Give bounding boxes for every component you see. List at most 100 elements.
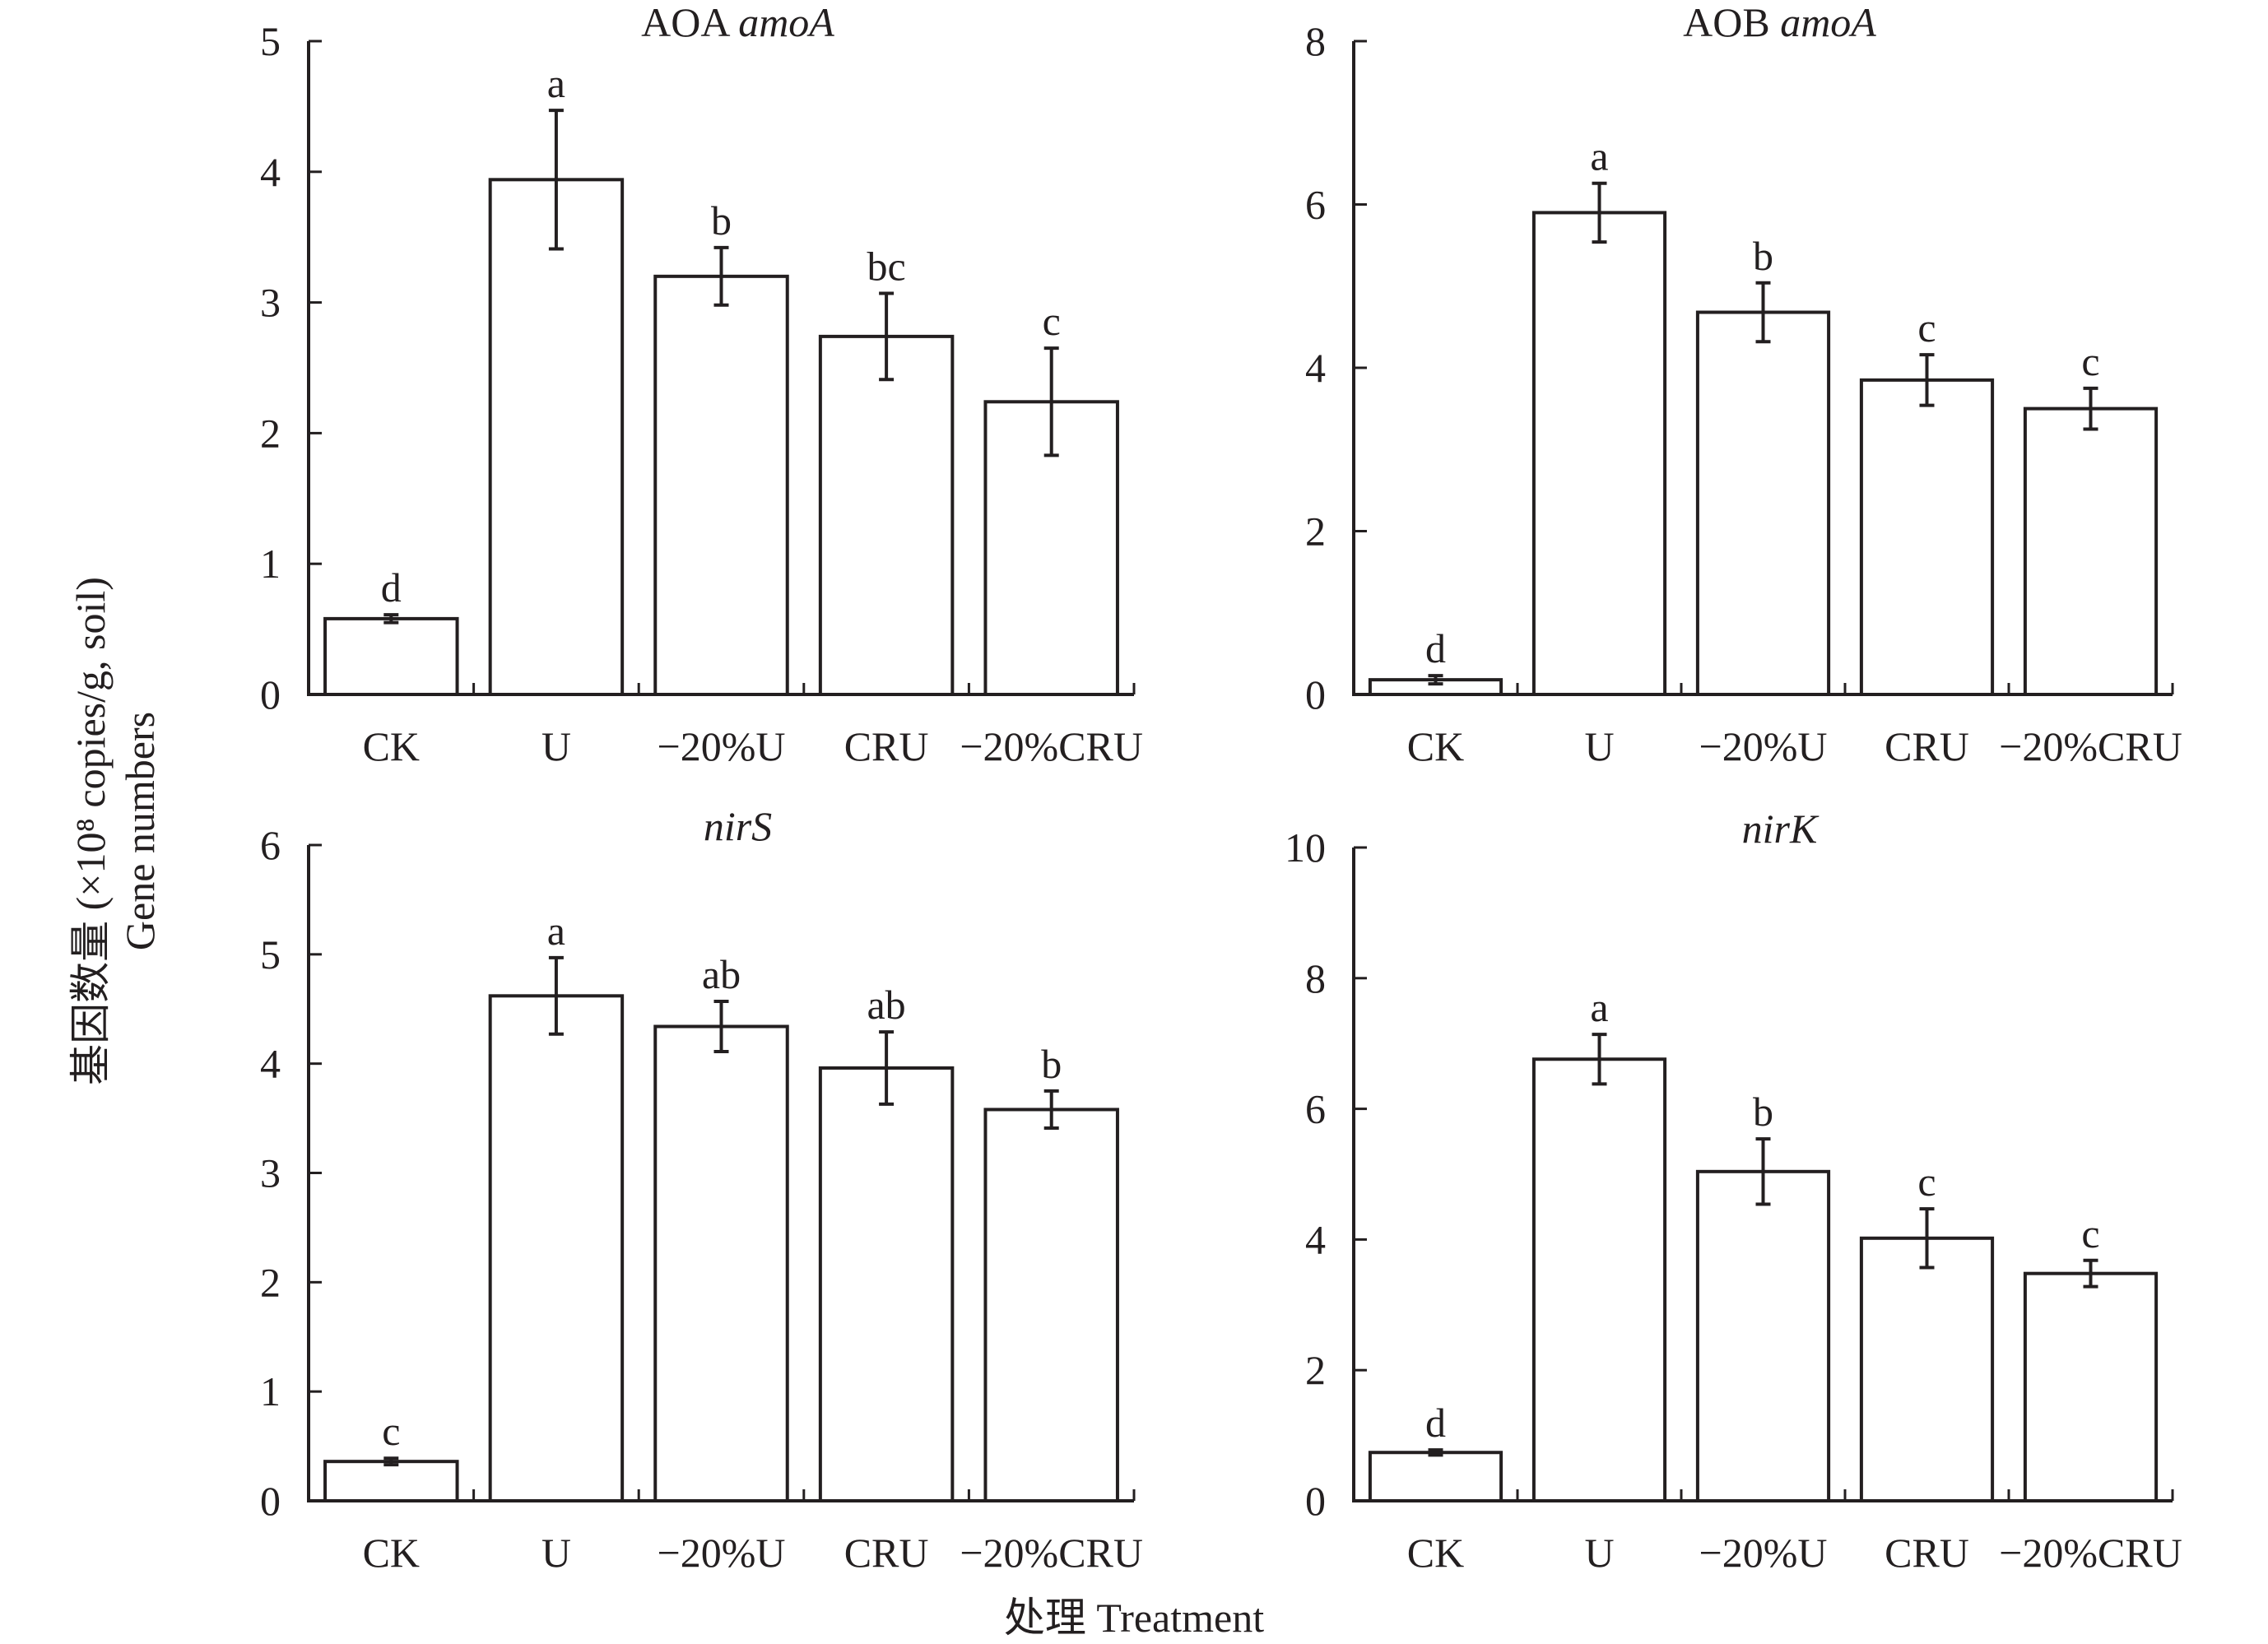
x-tick-label: U — [1584, 1530, 1614, 1576]
significance-letter: b — [1041, 1041, 1062, 1087]
significance-letter: b — [1753, 233, 1773, 279]
y-axis-label-line2: Gene numbers — [117, 711, 163, 951]
bar — [488, 994, 625, 1503]
bar — [818, 334, 955, 696]
x-tick-label: −20%U — [658, 1530, 786, 1576]
chart-title-gene: amoA — [1780, 0, 1876, 45]
x-tick-label: CK — [363, 723, 420, 769]
bar — [2023, 1271, 2159, 1502]
x-tick-label: CRU — [844, 723, 929, 769]
y-axis-label-line1: 基因数量 (×10⁸ copies/g, soil) — [67, 577, 114, 1085]
significance-letter: c — [1917, 304, 1936, 351]
chart-title: nirK — [1742, 806, 1820, 852]
chart-title: nirS — [704, 803, 772, 849]
bar — [653, 1024, 789, 1502]
chart-panel-1: 0 1 2 3 4 5 AOA amoA d CK a Ub −20%U bc CRU c −20%CRU — [260, 0, 1143, 769]
y-tick-label: 0 — [260, 671, 281, 718]
bar — [1368, 1451, 1503, 1503]
significance-letter: bc — [867, 243, 905, 289]
significance-letter: b — [1753, 1089, 1773, 1135]
y-tick-label: 3 — [260, 1150, 281, 1196]
x-tick-label: −20%CRU — [960, 1530, 1143, 1576]
x-tick-label: −20%CRU — [1999, 723, 2182, 769]
y-tick-label: 4 — [1305, 345, 1326, 391]
x-axis-label: 处理 Treatment — [1003, 1595, 1265, 1641]
y-tick-label: 1 — [260, 541, 281, 587]
y-tick-label: 0 — [1305, 1478, 1326, 1524]
y-tick-label: 0 — [260, 1478, 281, 1524]
bar — [1859, 378, 1995, 696]
y-tick-label: 2 — [260, 1259, 281, 1305]
bar — [1531, 1057, 1667, 1502]
chart-title-gene: nirK — [1742, 806, 1820, 852]
bar — [1859, 1236, 1995, 1502]
x-tick-label: CK — [1407, 1530, 1464, 1576]
y-tick-label: 6 — [1305, 1086, 1326, 1132]
y-tick-label: 6 — [1305, 182, 1326, 228]
significance-letter: a — [1590, 133, 1608, 179]
x-tick-label: −20%U — [658, 723, 786, 769]
y-tick-label: 1 — [260, 1368, 281, 1414]
x-tick-label: U — [541, 723, 571, 769]
chart-title-prefix: AOB — [1683, 0, 1780, 45]
chart-title-prefix: AOA — [641, 0, 738, 45]
x-tick-label: U — [1584, 723, 1614, 769]
significance-letter: c — [2081, 1210, 2099, 1256]
y-tick-label: 3 — [260, 280, 281, 326]
chart-panel-4: 0 2 4 6 8 10 nirK d CK a Ub −20%U c CRU c −20%CRU — [1285, 806, 2182, 1576]
significance-letter: d — [381, 564, 402, 611]
x-tick-label: CK — [1407, 723, 1464, 769]
bar — [983, 1108, 1119, 1502]
y-tick-label: 4 — [260, 149, 281, 195]
bar — [323, 616, 459, 696]
x-tick-label: CRU — [1885, 723, 1969, 769]
y-tick-label: 2 — [1305, 509, 1326, 555]
y-tick-label: 6 — [260, 822, 281, 868]
chart-panel-3: 0 1 2 3 4 5 6 nirS c CK a Uab −20%U ab CRU b −20%CRU — [260, 803, 1143, 1576]
significance-letter: d — [1425, 625, 1446, 671]
significance-letter: a — [547, 908, 565, 954]
y-tick-label: 4 — [260, 1041, 281, 1087]
significance-letter: a — [547, 60, 565, 106]
bar — [1695, 1169, 1831, 1502]
y-tick-label: 5 — [260, 931, 281, 978]
significance-letter: c — [2081, 338, 2099, 384]
x-tick-label: −20%CRU — [960, 723, 1143, 769]
chart-title-gene: nirS — [704, 803, 772, 849]
significance-letter: d — [1425, 1400, 1446, 1446]
bar — [1531, 211, 1667, 696]
x-tick-label: CRU — [844, 1530, 929, 1576]
y-tick-label: 0 — [1305, 671, 1326, 718]
x-tick-label: −20%U — [1699, 1530, 1828, 1576]
bar — [1695, 310, 1831, 696]
significance-letter: a — [1590, 984, 1608, 1030]
chart-title: AOA amoA — [641, 0, 834, 45]
y-tick-label: 10 — [1285, 824, 1326, 871]
significance-letter: c — [1917, 1159, 1936, 1205]
y-tick-label: 2 — [1305, 1347, 1326, 1393]
y-tick-label: 4 — [1305, 1216, 1326, 1262]
y-tick-label: 5 — [260, 18, 281, 64]
bar — [818, 1066, 955, 1502]
y-axis-label: 基因数量 (×10⁸ copies/g, soil) Gene numbers — [66, 577, 165, 1085]
x-tick-label: U — [541, 1530, 571, 1576]
bar — [653, 274, 789, 696]
x-tick-label: CK — [363, 1530, 420, 1576]
y-tick-label: 8 — [1305, 955, 1326, 1001]
significance-letter: ab — [702, 951, 741, 997]
x-tick-label: −20%CRU — [1999, 1530, 2182, 1576]
significance-letter: c — [1043, 298, 1061, 344]
significance-letter: c — [382, 1408, 400, 1454]
significance-letter: b — [711, 197, 732, 244]
significance-letter: ab — [867, 982, 905, 1028]
y-tick-label: 2 — [260, 410, 281, 456]
chart-title: AOB amoA — [1683, 0, 1876, 45]
x-tick-label: −20%U — [1699, 723, 1828, 769]
chart-panel-2: 0 2 4 6 8 AOB amoA d CK a Ub −20%U c CRU c −20%CRU — [1305, 0, 2182, 769]
y-tick-label: 8 — [1305, 18, 1326, 64]
bar — [2023, 406, 2159, 696]
chart-title-gene: amoA — [738, 0, 834, 45]
bar — [323, 1460, 459, 1503]
x-tick-label: CRU — [1885, 1530, 1969, 1576]
